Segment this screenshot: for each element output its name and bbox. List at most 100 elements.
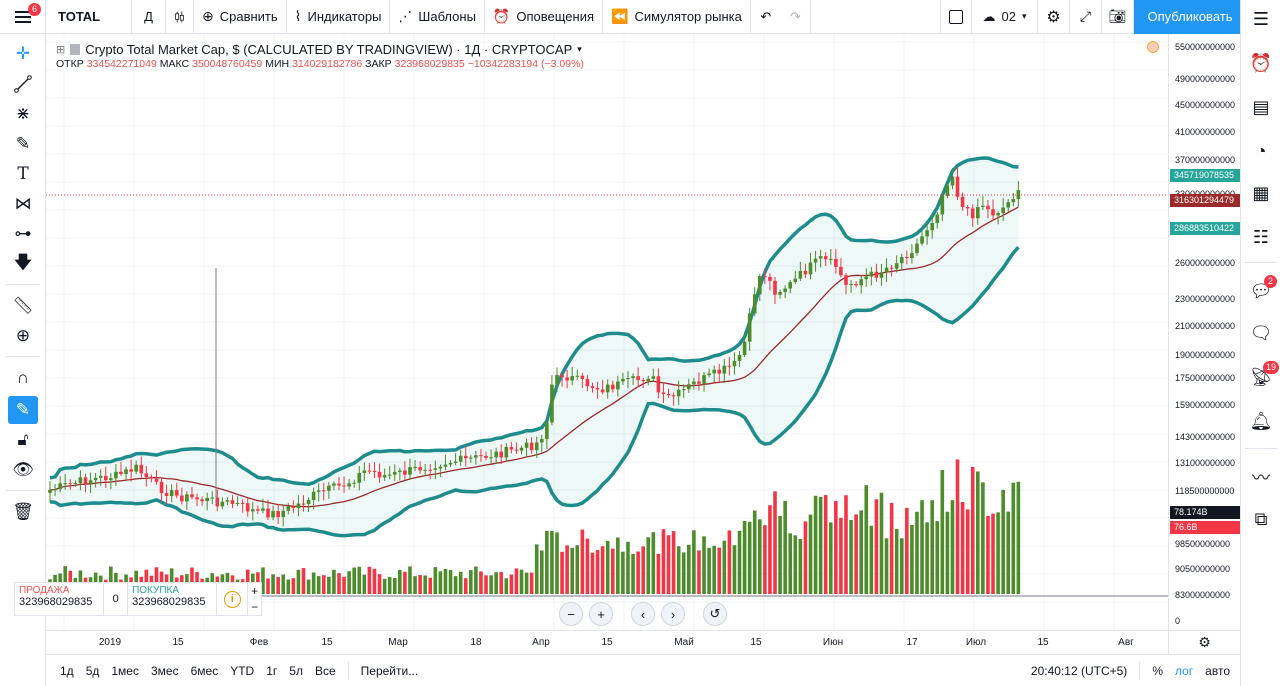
- range-button-8[interactable]: Все: [314, 663, 336, 678]
- info-button[interactable]: i: [217, 583, 247, 615]
- redo-button[interactable]: ↷: [781, 0, 811, 34]
- crosshair-tool[interactable]: ✛: [8, 40, 38, 68]
- candle: [494, 451, 498, 458]
- time-axis[interactable]: 2019 15 Фев 15 Мар 18 Апр 15 Май 15 Июн 17 Июл 15 Авг: [46, 630, 1168, 654]
- clock[interactable]: 20:40:12 (UTC+5): [1030, 663, 1128, 678]
- pencil-lock-icon: ✎: [15, 400, 31, 419]
- replay-button[interactable]: ⏪ Симулятор рынка: [603, 0, 751, 34]
- fullscreen-layout-button[interactable]: [940, 0, 972, 34]
- range-button-6[interactable]: 1г: [266, 663, 278, 678]
- candle: [676, 389, 681, 397]
- candle: [519, 447, 524, 451]
- range-button-4[interactable]: 6мес: [190, 663, 219, 678]
- candle: [499, 451, 504, 458]
- volume-bar: [387, 577, 392, 594]
- price-chart[interactable]: [46, 34, 1168, 630]
- fullscreen-button[interactable]: ⤢: [1070, 0, 1102, 34]
- compare-button[interactable]: ⊕ Сравнить: [194, 0, 287, 34]
- volume-bar: [813, 495, 818, 594]
- candle: [215, 497, 220, 507]
- undo-button[interactable]: ↶: [751, 0, 781, 34]
- text-tool[interactable]: T: [8, 160, 38, 188]
- candle: [575, 375, 580, 377]
- object-tree-button[interactable]: ⧉: [1246, 504, 1276, 534]
- log-scale-toggle[interactable]: лог: [1174, 663, 1194, 678]
- pattern-tool[interactable]: ⋈: [8, 190, 38, 218]
- volume-bar: [291, 578, 296, 594]
- notifications-button[interactable]: 🔔︎: [1246, 406, 1276, 436]
- remove-tool[interactable]: 🗑︎: [8, 498, 38, 526]
- auto-scale-toggle[interactable]: авто: [1205, 663, 1230, 678]
- stay-in-drawing-tool[interactable]: ✎: [8, 396, 38, 424]
- volume-bar: [763, 525, 767, 594]
- calendar-button[interactable]: ▦: [1246, 178, 1276, 208]
- reset-chart-button[interactable]: ↺: [703, 602, 727, 626]
- prediction-tool[interactable]: ⊶: [8, 220, 38, 248]
- trading-panel-button[interactable]: 〰: [1246, 462, 1276, 492]
- camera-icon: 📷︎: [1108, 8, 1127, 24]
- range-button-2[interactable]: 1мес: [111, 663, 139, 678]
- more-tools[interactable]: 🡇: [8, 250, 38, 278]
- range-button-5[interactable]: YTD: [230, 663, 255, 678]
- chart-style-button[interactable]: [166, 0, 194, 34]
- quantity-plus-button[interactable]: +: [251, 584, 259, 598]
- event-marker[interactable]: [1147, 41, 1159, 53]
- watchlist-button[interactable]: ☰: [1246, 4, 1276, 34]
- range-button-3[interactable]: 3мес: [150, 663, 179, 678]
- goto-date-button[interactable]: Перейти...: [360, 663, 419, 678]
- volume-bar: [519, 569, 524, 594]
- interval-button[interactable]: Д: [132, 0, 166, 34]
- lock-tool[interactable]: 🔓︎: [8, 426, 38, 454]
- range-button-1[interactable]: 5д: [85, 663, 100, 678]
- brush-tool[interactable]: ✎: [8, 130, 38, 158]
- publish-button[interactable]: Опубликовать: [1134, 0, 1246, 34]
- volume-bar: [676, 546, 681, 594]
- settings-button[interactable]: ⚙: [1038, 0, 1070, 34]
- scroll-left-button[interactable]: ‹: [631, 602, 655, 626]
- templates-button[interactable]: ⋰ Шаблоны: [390, 0, 485, 34]
- alerts-button[interactable]: ⏰ Оповещения: [485, 0, 603, 34]
- axis-settings-button[interactable]: ⚙: [1168, 630, 1240, 654]
- trendline-tool[interactable]: [8, 70, 38, 98]
- range-button-0[interactable]: 1д: [60, 663, 74, 678]
- visibility-tool[interactable]: 👁︎: [8, 456, 38, 484]
- quantity-minus-button[interactable]: −: [251, 600, 259, 614]
- volume-bar: [109, 566, 113, 594]
- candle: [899, 256, 904, 264]
- data-window-button[interactable]: ▤: [1246, 92, 1276, 122]
- scroll-right-button[interactable]: ›: [661, 602, 685, 626]
- alerts-panel-button[interactable]: ⏰: [1246, 48, 1276, 78]
- candle: [306, 499, 311, 505]
- news-button[interactable]: ☷: [1246, 222, 1276, 252]
- price-axis[interactable]: 550000000000 490000000000 450000000000 4100…: [1168, 34, 1240, 630]
- indicators-button[interactable]: ⌇ Индикаторы: [287, 0, 391, 34]
- range-button-7[interactable]: 5л: [289, 663, 303, 678]
- candle: [844, 275, 848, 285]
- main-menu-button[interactable]: 6: [0, 0, 46, 34]
- hotlist-button[interactable]: ◔: [1246, 136, 1276, 166]
- percent-scale-toggle[interactable]: %: [1152, 663, 1163, 678]
- ideas-stream-button[interactable]: 📡︎ 19: [1246, 361, 1280, 392]
- symbol-search[interactable]: TOTAL: [46, 0, 132, 34]
- volume-bar: [504, 578, 509, 594]
- private-chats-button[interactable]: 🗨︎: [1246, 318, 1276, 348]
- zoom-in-button[interactable]: +: [589, 602, 613, 626]
- chats-button[interactable]: 💬︎ 2: [1246, 275, 1277, 306]
- magnet-tool[interactable]: ∩: [8, 364, 38, 392]
- candle: [83, 477, 88, 484]
- candle: [73, 483, 78, 485]
- snapshot-button[interactable]: 📷︎: [1102, 0, 1134, 34]
- zoom-tool[interactable]: ⊕: [8, 322, 38, 350]
- collapse-icon[interactable]: ⊞: [56, 43, 66, 56]
- chevron-down-icon[interactable]: ▾: [577, 43, 582, 54]
- layout-button[interactable]: ☁ 02 ▾: [972, 0, 1038, 34]
- volume-bar: [752, 510, 757, 594]
- chart-pane[interactable]: [46, 34, 1168, 630]
- fib-tool[interactable]: ⋇: [8, 100, 38, 128]
- measure-tool[interactable]: 📏︎: [8, 292, 38, 320]
- sell-button[interactable]: ПРОДАЖА 323968029835: [15, 583, 105, 615]
- zoom-out-button[interactable]: −: [559, 602, 583, 626]
- buy-button[interactable]: ПОКУПКА 323968029835: [128, 583, 218, 615]
- candle: [103, 475, 108, 481]
- series-title[interactable]: Crypto Total Market Cap, $ (CALCULATED B…: [85, 41, 573, 57]
